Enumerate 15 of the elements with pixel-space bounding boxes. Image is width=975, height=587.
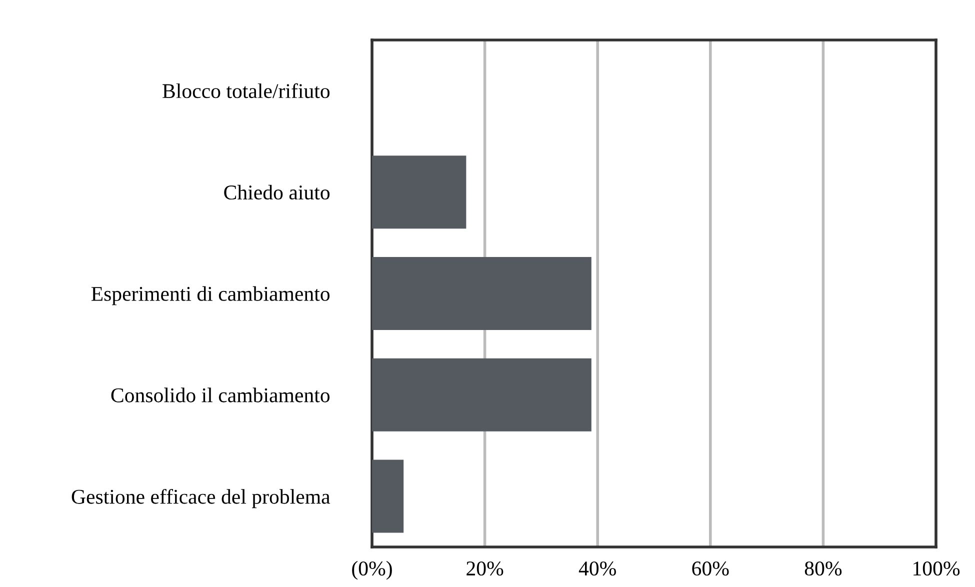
x-tick-label: 80% [804, 561, 842, 576]
bar [372, 156, 466, 229]
y-tick-label: Consolido il cambiamento [111, 388, 330, 402]
y-tick-label: Esperimenti di cambiamento [91, 286, 330, 306]
x-tick-label: 40% [578, 561, 616, 576]
x-tick-label: 100% [914, 561, 960, 576]
bar [372, 256, 592, 330]
y-tick-label: Chiedo aiuto [224, 184, 330, 200]
y-tick-label: Gestione efficace del problema [72, 488, 330, 508]
x-tick-label: (0%) [352, 560, 392, 580]
bar [372, 460, 404, 533]
x-tick-label: 20% [466, 561, 504, 576]
y-tick-label: Blocco totale/rifiuto [162, 83, 330, 98]
bar [372, 358, 592, 432]
x-tick-label: 60% [692, 561, 729, 576]
